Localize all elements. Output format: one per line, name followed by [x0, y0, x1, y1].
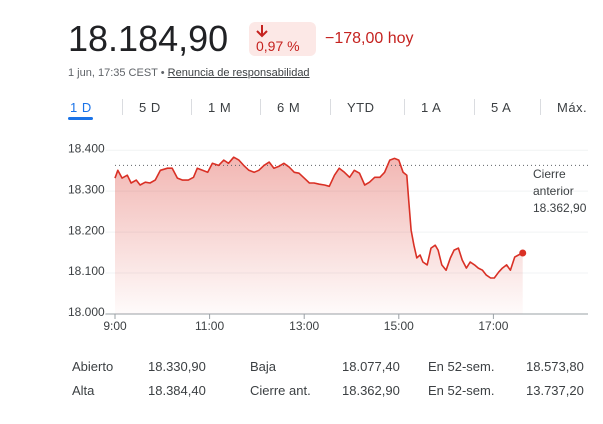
stat-label: Abierto — [72, 359, 114, 374]
down-arrow — [256, 25, 268, 38]
tab-separator — [404, 99, 405, 115]
range-tab[interactable]: YTD — [347, 100, 375, 115]
x-tick-label: 9:00 — [103, 319, 127, 333]
active-tab-indicator — [68, 117, 93, 120]
range-tab[interactable]: 1 M — [208, 100, 232, 115]
y-tick-label: 18.100 — [68, 264, 105, 278]
stat-value: 18.330,90 — [148, 359, 206, 374]
y-tick-label: 18.000 — [68, 305, 105, 319]
timestamp: 1 jun, 17:35 CEST — [68, 67, 158, 79]
separator: • — [160, 67, 165, 79]
reference-label-text: Cierre anterior — [533, 167, 574, 198]
stat-label: Cierre ant. — [250, 383, 311, 398]
price-line — [114, 156, 524, 279]
stat-label: En 52-sem. — [428, 383, 495, 398]
range-tab[interactable]: 5 A — [491, 100, 512, 115]
stat-value: 13.737,20 — [526, 383, 584, 398]
range-tab[interactable]: 1 A — [421, 100, 442, 115]
tab-separator — [260, 99, 261, 115]
tab-separator — [540, 99, 541, 115]
reference-label: Cierre anterior 18.362,90 — [533, 166, 593, 217]
x-tick-label: 15:00 — [384, 319, 414, 333]
stat-value: 18.077,40 — [342, 359, 400, 374]
stat-value: 18.573,80 — [526, 359, 584, 374]
range-tab[interactable]: Máx. — [557, 100, 588, 115]
x-tick-label: 17:00 — [478, 319, 508, 333]
y-tick-label: 18.400 — [68, 141, 105, 155]
stat-label: Baja — [250, 359, 277, 374]
x-tick-label: 11:00 — [195, 319, 224, 333]
range-tab[interactable]: 6 M — [277, 100, 301, 115]
change: −178,00 hoy — [325, 30, 414, 47]
tab-separator — [330, 99, 331, 115]
area-fill — [115, 157, 523, 314]
tab-separator — [474, 99, 475, 115]
y-tick-label: 18.200 — [68, 223, 105, 237]
y-tick-label: 18.300 — [68, 182, 105, 196]
reference-value: 18.362,90 — [533, 201, 587, 215]
stat-value: 18.384,40 — [148, 383, 206, 398]
price: 18.184,90 — [68, 18, 229, 59]
timestamp-line: 1 jun, 17:35 CEST • Renuncia de responsa… — [68, 67, 310, 79]
disclaimer-link[interactable]: Renuncia de responsabilidad — [167, 67, 310, 79]
stat-label: Alta — [72, 383, 95, 398]
chart: 18.000 18.100 18.200 18.300 18.400 9:00 11:00 1… — [67, 140, 588, 333]
tab-separator — [122, 99, 123, 115]
tab-separator — [191, 99, 192, 115]
change-pct: 0,97 % — [256, 38, 300, 54]
stat-label: En 52-sem. — [428, 359, 495, 374]
range-tab[interactable]: 1 D — [70, 100, 92, 115]
x-tick-label: 13:00 — [289, 319, 319, 333]
range-tab[interactable]: 5 D — [139, 100, 161, 115]
last-point — [519, 249, 527, 257]
stat-value: 18.362,90 — [342, 383, 400, 398]
change-badge: 0,97 % — [249, 22, 316, 56]
